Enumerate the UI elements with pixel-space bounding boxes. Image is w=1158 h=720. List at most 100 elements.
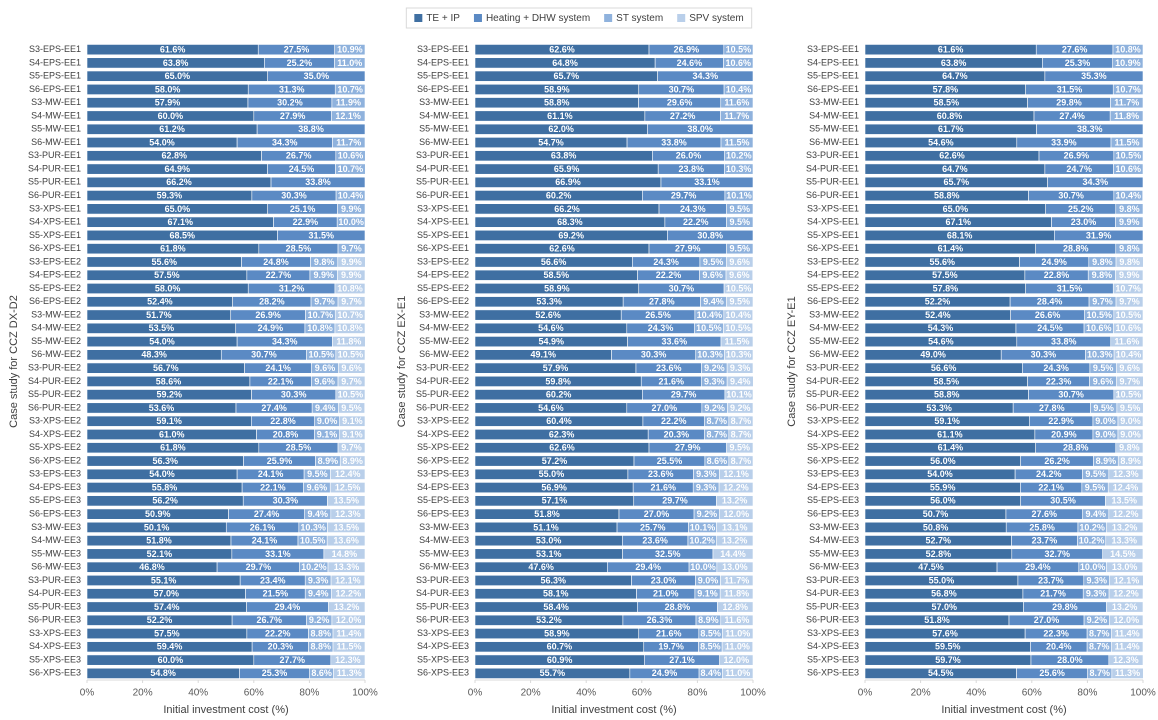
data-label: 24.1% xyxy=(252,536,278,546)
data-label: 27.2% xyxy=(670,111,696,121)
data-label: 9.7% xyxy=(1120,376,1141,386)
bar-segment xyxy=(1112,57,1144,69)
bar-segment xyxy=(331,588,366,600)
data-label: 24.3% xyxy=(680,204,706,214)
bar-segment xyxy=(721,641,754,653)
category-label: S5-XPS-EE3 xyxy=(29,654,81,664)
category-label: S4-MW-EE2 xyxy=(809,323,859,333)
bar-segment xyxy=(330,654,366,666)
category-label: S5-EPS-EE1 xyxy=(29,71,81,81)
data-label: 65.7% xyxy=(944,177,970,187)
legend-label: TE + IP xyxy=(426,13,460,24)
bar-segment xyxy=(335,389,366,401)
data-label: 9.3% xyxy=(696,482,717,492)
category-label: S6-EPS-EE1 xyxy=(807,84,859,94)
category-label: S3-XPS-EE1 xyxy=(807,203,859,213)
bar-segment xyxy=(330,468,366,480)
bar-segment xyxy=(1115,256,1144,268)
data-label: 22.3% xyxy=(1046,376,1072,386)
bar-segment xyxy=(1115,296,1144,308)
data-label: 11.0% xyxy=(725,668,750,678)
data-label: 61.8% xyxy=(160,443,186,453)
y-axis-title: Case study for CCZ DX-D2 xyxy=(8,295,20,428)
data-label: 47.5% xyxy=(918,562,944,572)
category-label: S5-XPS-EE1 xyxy=(807,230,859,240)
category-label: S3-PUR-EE1 xyxy=(416,150,469,160)
data-label: 9.5% xyxy=(730,244,751,254)
category-label: S3-XPS-EE1 xyxy=(417,203,469,213)
data-label: 27.6% xyxy=(1062,45,1088,55)
data-label: 68.1% xyxy=(947,230,973,240)
data-label: 20.9% xyxy=(1051,429,1077,439)
data-label: 26.9% xyxy=(255,310,281,320)
data-label: 33.8% xyxy=(1051,336,1077,346)
legend-box xyxy=(405,7,753,29)
data-label: 26.2% xyxy=(1044,456,1070,466)
data-label: 66.2% xyxy=(166,177,192,187)
data-label: 33.1% xyxy=(265,549,291,559)
data-label: 8.7% xyxy=(706,429,727,439)
data-label: 13.2% xyxy=(722,536,748,546)
category-label: S3-XPS-EE3 xyxy=(807,628,859,638)
data-label: 28.4% xyxy=(1037,297,1063,307)
data-label: 30.3% xyxy=(281,190,307,200)
bar-segment xyxy=(339,429,366,440)
data-label: 46.8% xyxy=(139,562,165,572)
data-label: 27.4% xyxy=(254,509,280,519)
data-label: 12.5% xyxy=(335,482,361,492)
data-label: 57.5% xyxy=(154,628,180,638)
category-label: S4-EPS-EE1 xyxy=(417,57,469,67)
data-label: 9.1% xyxy=(317,429,338,439)
data-label: 65.0% xyxy=(165,204,191,214)
category-label: S6-EPS-EE3 xyxy=(417,508,469,518)
x-axis-title: Initial investment cost (%) xyxy=(163,704,288,716)
category-label: S3-PUR-EE2 xyxy=(28,363,81,373)
data-label: 9.3% xyxy=(308,575,329,585)
bar-segment xyxy=(1111,628,1144,640)
data-label: 65.7% xyxy=(554,71,580,81)
data-label: 12.2% xyxy=(1113,509,1139,519)
bar-segment xyxy=(267,70,366,82)
data-label: 54.5% xyxy=(928,668,954,678)
legend-swatch xyxy=(677,14,686,22)
data-label: 63.8% xyxy=(941,58,967,68)
data-label: 12.1% xyxy=(1114,575,1140,585)
category-label: S5-MW-EE1 xyxy=(419,124,469,134)
data-label: 33.6% xyxy=(662,336,688,346)
bar-segment xyxy=(1102,548,1144,560)
data-label: 11.4% xyxy=(1115,642,1140,652)
bar-segment xyxy=(720,574,754,586)
data-label: 63.8% xyxy=(163,58,189,68)
data-label: 28.2% xyxy=(259,297,285,307)
category-label: S3-MW-EE2 xyxy=(809,309,859,319)
data-label: 12.1% xyxy=(335,575,361,585)
data-label: 25.8% xyxy=(1029,522,1055,532)
bar-segment xyxy=(657,70,754,82)
data-label: 9.6% xyxy=(729,270,750,280)
bar-segment xyxy=(660,176,754,188)
bar-segment xyxy=(667,229,754,241)
data-label: 25.5% xyxy=(657,456,683,466)
data-label: 29.6% xyxy=(667,98,693,108)
category-label: S4-EPS-EE1 xyxy=(807,57,859,67)
bar-segment xyxy=(332,641,366,653)
data-label: 59.3% xyxy=(157,190,183,200)
data-label: 10.4% xyxy=(1116,190,1142,200)
data-label: 24.5% xyxy=(1037,323,1063,333)
data-label: 58.9% xyxy=(544,84,570,94)
bar-segment xyxy=(326,535,366,547)
bar-segment xyxy=(716,535,754,547)
category-label: S4-MW-EE2 xyxy=(31,323,81,333)
data-label: 57.4% xyxy=(154,602,180,612)
data-label: 9.5% xyxy=(1093,403,1114,413)
legend-swatch xyxy=(473,14,482,22)
bar-segment xyxy=(1113,389,1144,401)
data-label: 27.5% xyxy=(284,45,310,55)
category-label: S4-XPS-EE3 xyxy=(807,641,859,651)
bar-segment xyxy=(1109,614,1144,626)
data-label: 13.2% xyxy=(1112,522,1138,532)
data-label: 13.0% xyxy=(1112,562,1138,572)
data-label: 58.5% xyxy=(934,376,960,386)
data-label: 30.7% xyxy=(251,350,277,360)
data-label: 10.7% xyxy=(1115,84,1141,94)
